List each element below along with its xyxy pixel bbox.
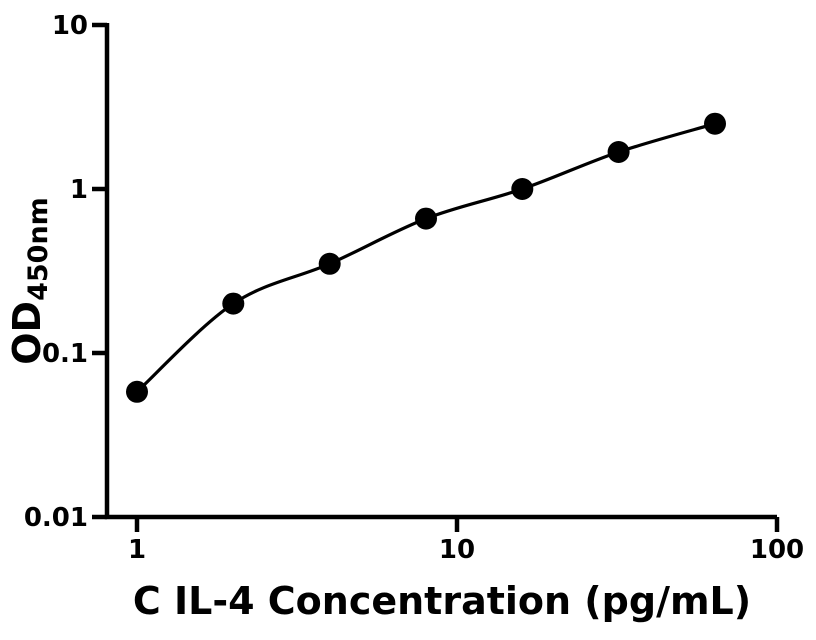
data-point-marker (318, 252, 341, 275)
y-axis-title-main: OD (5, 301, 49, 365)
plot-layer: 0.01 0.1 1 10 1 10 100 (24, 11, 804, 565)
y-tick-label: 1 (70, 175, 88, 205)
y-tick-label: 0.01 (24, 503, 88, 533)
data-point-marker (704, 112, 726, 135)
fit-curve (135, 122, 716, 393)
y-axis-title: OD450nm (5, 197, 54, 365)
x-axis-title: C IL-4 Concentration (pg/mL) (133, 579, 751, 623)
data-point-marker (511, 178, 534, 200)
data-point-marker (607, 141, 630, 163)
x-tick-label: 100 (750, 535, 804, 565)
x-tick-label: 10 (439, 535, 475, 565)
y-axis-title-subscript: 450nm (23, 197, 54, 301)
y-tick-label: 0.1 (42, 339, 88, 369)
y-tick-label: 10 (52, 11, 88, 41)
data-point-marker (222, 292, 245, 315)
x-tick-label: 1 (128, 535, 146, 565)
axis-spine (104, 23, 777, 520)
data-point-marker (126, 380, 148, 403)
data-point-marker (415, 207, 437, 230)
